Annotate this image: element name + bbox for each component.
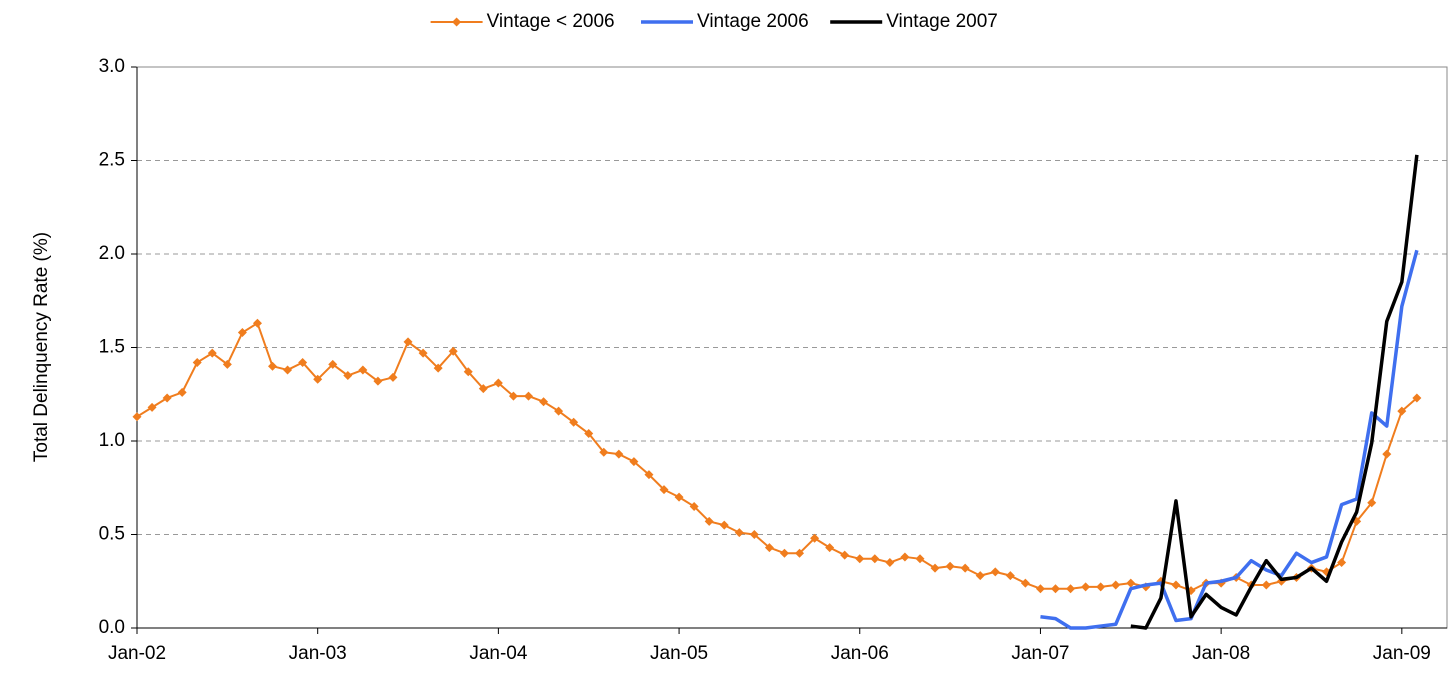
data-point [554,406,564,416]
x-tick-label: Jan-05 [650,643,708,664]
series-line [1130,154,1419,630]
data-point [764,543,774,553]
data-point [900,552,910,562]
data-point [373,376,383,386]
data-point [855,554,865,564]
data-point [1020,578,1030,588]
data-point [614,449,624,459]
x-tick-label: Jan-07 [1011,643,1069,664]
data-point [569,417,579,427]
y-tick-label: 2.5 [99,150,125,171]
data-point [1337,558,1347,568]
data-point [283,365,293,375]
legend-label: Vintage 2007 [886,11,998,32]
data-point [1096,582,1106,592]
data-point [674,492,684,502]
legend-label: Vintage 2006 [697,11,809,32]
data-point [915,554,925,564]
data-point [629,457,639,467]
data-point [1126,578,1136,588]
data-point [644,470,654,480]
data-point [840,550,850,560]
data-point [388,372,398,382]
data-point [328,359,338,369]
data-point [689,501,699,511]
y-tick-label: 0.0 [99,617,125,638]
data-point [343,371,353,381]
data-point [719,520,729,530]
data-point [599,447,609,457]
data-point [358,365,368,375]
plot-frame [136,66,1448,629]
data-point [192,357,202,367]
y-tick-label: 1.5 [99,337,125,358]
data-point [734,528,744,538]
data-point [704,516,714,526]
data-point [162,393,172,403]
data-point [1066,584,1076,594]
data-point [659,485,669,495]
data-point [252,318,262,328]
data-point [539,397,549,407]
data-point [448,346,458,356]
data-point [1397,406,1407,416]
data-point [508,391,518,401]
data-point [1412,393,1422,403]
legend-marker [452,17,462,27]
data-point [1005,571,1015,581]
data-point [418,348,428,358]
data-point [147,402,157,412]
data-point [268,361,278,371]
y-tick-label: 0.5 [99,524,125,545]
data-point [975,571,985,581]
data-point [1051,584,1061,594]
data-point [1171,580,1181,590]
data-point [825,543,835,553]
data-point [1367,498,1377,508]
data-point [1035,584,1045,594]
x-tick-label: Jan-03 [289,643,347,664]
data-point [403,337,413,347]
data-point [313,374,323,384]
legend-label: Vintage < 2006 [487,11,615,32]
data-point [990,567,1000,577]
data-point [584,429,594,439]
y-tick-label: 1.0 [99,430,125,451]
data-point [749,530,759,539]
data-point [523,391,533,401]
data-point [1261,580,1271,590]
data-point [132,412,142,422]
data-point [885,558,895,568]
data-point [810,533,820,543]
data-point [433,363,443,373]
data-point [795,548,805,558]
data-point [1111,580,1121,590]
data-point [945,561,955,571]
y-tick-label: 3.0 [99,56,125,77]
data-point [1382,449,1392,459]
data-point [478,384,488,394]
data-point [1081,582,1091,592]
data-point [177,387,187,397]
y-axis-label: Total Delinquency Rate (%) [31,232,52,462]
x-tick-label: Jan-04 [469,643,528,664]
data-point [207,348,217,358]
data-point [779,548,789,558]
data-point [493,378,503,388]
x-tick-label: Jan-08 [1192,643,1250,664]
data-point [237,328,247,338]
y-tick-label: 2.0 [99,243,125,264]
data-point [222,359,232,369]
data-point [870,554,880,564]
x-tick-label: Jan-06 [831,643,889,664]
series-line [136,322,1418,592]
x-tick-label: Jan-09 [1373,643,1431,664]
series-line [1040,249,1419,630]
data-point [463,367,473,377]
data-point [960,563,970,573]
x-tick-label: Jan-02 [108,643,166,664]
data-point [930,563,940,573]
data-point [298,357,308,367]
